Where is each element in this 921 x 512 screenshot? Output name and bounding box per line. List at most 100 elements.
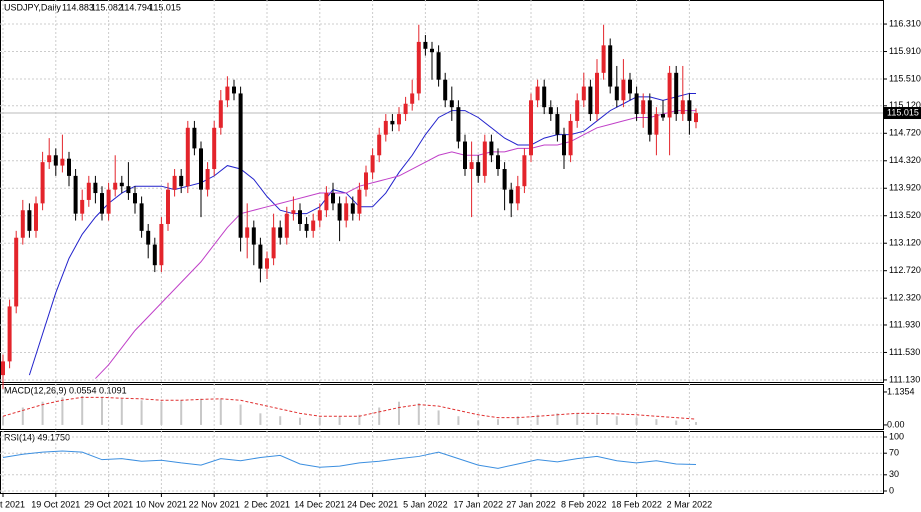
candle-body <box>548 107 553 115</box>
candle-body <box>245 227 250 238</box>
candle-body <box>172 175 177 190</box>
candle-body <box>185 127 190 187</box>
candle-body <box>410 93 415 104</box>
candle-body <box>377 134 382 156</box>
macd-bar <box>655 419 658 425</box>
x-tick-label: 14 Dec 2021 <box>294 499 345 509</box>
candle-body <box>317 210 322 221</box>
y-tick-label: 1.1354 <box>887 386 915 396</box>
panel-frame <box>0 0 884 383</box>
macd-bar <box>516 416 519 425</box>
x-tick-label: 22 Nov 2021 <box>189 499 240 509</box>
candle-body <box>628 79 632 94</box>
candle-body <box>443 79 448 101</box>
candle-body <box>456 107 461 142</box>
candle-body <box>34 203 38 231</box>
y-tick-label: 114.320 <box>889 155 921 165</box>
candle-body <box>133 193 137 204</box>
candle-body <box>113 182 118 190</box>
candle-body <box>238 93 243 238</box>
y-tick-label: 115.510 <box>889 73 921 83</box>
candle-body <box>535 86 540 101</box>
candle-body <box>515 186 520 204</box>
candle-body <box>1 361 5 376</box>
candle-body <box>350 203 355 214</box>
macd-bar <box>160 401 163 425</box>
macd-bar <box>41 401 44 425</box>
macd-bar <box>437 410 440 425</box>
candle-body <box>694 113 698 123</box>
candle-body <box>166 189 170 224</box>
macd-bar <box>279 416 282 425</box>
macd-signal <box>2 396 697 420</box>
candle-body <box>397 114 401 125</box>
x-tick-label: 8 Feb 2022 <box>561 499 607 509</box>
macd-bar <box>477 420 480 425</box>
candle-body <box>416 41 421 94</box>
candle-body <box>522 155 527 187</box>
macd-label: MACD(12,26,9) 0.0554 0.1091 <box>4 385 127 395</box>
candle-body <box>463 141 467 170</box>
panel-frame <box>0 431 884 494</box>
candle-body <box>139 203 144 231</box>
y-tick-label: 113.520 <box>889 210 921 220</box>
candle-body <box>278 227 283 238</box>
macd-bar <box>140 400 143 425</box>
macd-bar <box>338 416 341 425</box>
x-tick-label: 5 Jan 2022 <box>403 499 448 509</box>
candle-body <box>67 158 71 176</box>
candle-body <box>344 203 349 221</box>
candle-body <box>218 100 223 128</box>
y-tick-label: 111.530 <box>889 347 920 357</box>
candle-body <box>661 114 665 118</box>
macd-bar <box>200 398 202 425</box>
macd-bar <box>398 401 400 425</box>
candle-body <box>357 189 362 214</box>
x-tick-label: 27 Jan 2022 <box>506 499 556 509</box>
candle-body <box>265 258 269 269</box>
macd-bar <box>596 414 598 425</box>
candle-body <box>687 100 692 121</box>
y-tick-label: 115.120 <box>889 100 921 110</box>
candle-body <box>641 100 646 115</box>
panel-frame <box>0 384 884 430</box>
macd-bar <box>358 414 361 425</box>
macd-bar <box>81 395 84 425</box>
y-tick-label: 112.720 <box>889 265 921 275</box>
candle-body <box>489 141 494 156</box>
candle-body <box>383 120 388 135</box>
candle-body <box>588 86 593 115</box>
candle-body <box>562 134 566 156</box>
macd-bar <box>101 397 103 425</box>
macd-bar <box>497 419 499 425</box>
y-tick-label: 114.720 <box>889 128 921 138</box>
x-tick-label: 10 Nov 2021 <box>136 499 187 509</box>
candle-body <box>337 203 342 221</box>
candle-body <box>403 103 408 115</box>
macd-bar <box>576 413 579 425</box>
candle-body <box>291 210 296 214</box>
candle-body <box>100 193 104 214</box>
candle-body <box>436 52 441 80</box>
candle-body <box>40 162 45 204</box>
candle-body <box>258 244 263 269</box>
candle-body <box>86 182 91 200</box>
candle-body <box>284 213 289 238</box>
candle-body <box>370 155 375 173</box>
candle-body <box>60 158 65 166</box>
y-tick-label: 116.310 <box>889 18 921 28</box>
candle-body <box>542 86 547 108</box>
y-tick-label: 111.130 <box>889 374 920 384</box>
candle-body <box>93 182 98 194</box>
moving-average <box>95 110 696 379</box>
candle-body <box>482 141 487 176</box>
candle-body <box>80 199 85 214</box>
candle-body <box>205 169 210 190</box>
x-tick-label: 7 Oct 2021 <box>0 499 25 509</box>
y-tick-label: 111.930 <box>889 319 920 329</box>
candle-body <box>430 48 434 53</box>
candle-body <box>179 175 184 187</box>
candle-body <box>555 114 560 135</box>
candle-body <box>608 45 613 87</box>
